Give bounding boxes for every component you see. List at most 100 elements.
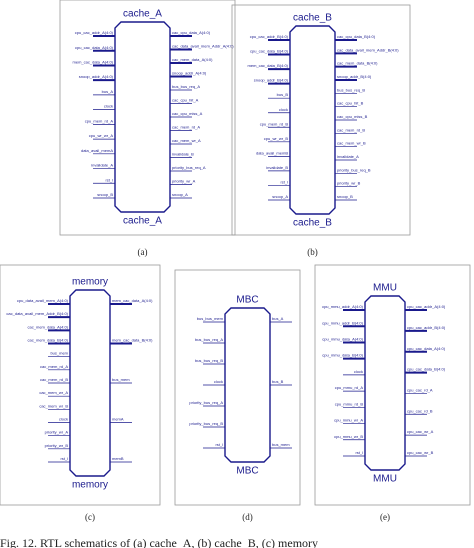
port-label: cpu_mmu_addr_A(4:0) <box>322 304 364 309</box>
port-label: cpu_mmu_rd_B <box>335 401 364 406</box>
port-label: cac_cpu_data_A(4:0) <box>172 30 211 35</box>
port-label: cpu_mem_rd_B <box>260 121 289 126</box>
port-label: cpu_cac_data_A(4:0) <box>75 45 114 50</box>
panel-caption: (d) <box>242 512 253 522</box>
port-label: cac_data_avail_mem_Addr_A(4:0) <box>172 44 234 49</box>
port-label: cac_mem_rd_B <box>337 127 365 132</box>
component-title-bottom: MBC <box>236 466 258 477</box>
port-label: clock <box>214 379 223 384</box>
port-label: data_avail_memB <box>256 150 288 155</box>
port-label: cac_mem_wr_B <box>39 403 68 408</box>
port-label: priority_wr_B <box>45 443 69 448</box>
port-label: cpu_cac_data_B(4:0) <box>250 49 289 54</box>
component-title: cache_B <box>293 13 332 24</box>
port-label: cac_cpu_hit_B <box>337 101 364 106</box>
port-label: bus_B <box>277 92 289 97</box>
port-label: memB <box>112 456 124 461</box>
port-label: rst_l <box>105 177 113 182</box>
port-label: snoop_addr_B(4:0) <box>254 78 289 83</box>
port-label: bus_bus_req_A <box>195 337 223 342</box>
component-title: memory <box>72 277 108 288</box>
port-label: priority_wr_A <box>172 179 196 184</box>
port-label: bus_mem <box>272 442 290 447</box>
port-label: cpu_cac_rd_B <box>407 408 433 413</box>
port-label: cpu_cac_wr_B <box>407 450 434 455</box>
port-label: cpu_cac_wr_A <box>407 429 434 434</box>
panel-caption: (a) <box>138 247 148 257</box>
port-label: cpu_cac_data_B(4:0) <box>407 367 446 372</box>
port-label: cpu_mmu_addr_B(4:0) <box>322 320 364 325</box>
port-label: snoop_B <box>97 192 113 197</box>
component-body <box>289 25 336 215</box>
port-label: rst_l <box>215 442 223 447</box>
port-label: cpu_mem_rd_A <box>85 118 114 123</box>
port-label: cpu_mmu_wr_A <box>334 418 363 423</box>
component-title-bottom: MMU <box>373 474 397 485</box>
panel-caption: (b) <box>307 247 318 257</box>
port-label: cac_cpu_miss_A <box>172 111 203 116</box>
port-label: clock <box>354 369 363 374</box>
port-label: bus_bus_req_B <box>337 87 365 92</box>
port-label: cac_mem_data_A(4:0) <box>172 57 213 62</box>
port-label: bus_bus_mem <box>197 316 224 321</box>
port-label: priority_wr_A <box>45 430 69 435</box>
port-label: priority_bus_req_B <box>189 421 223 426</box>
port-label: cpu_cac_rd_A <box>407 387 433 392</box>
port-label: bus_mem <box>112 377 130 382</box>
port-label: cpu_mmu_data_B(4:0) <box>322 353 363 358</box>
port-label: bus_mem <box>50 351 68 356</box>
port-label: cac_cpu_data_B(4:0) <box>337 34 376 39</box>
port-label: rst_l <box>355 450 363 455</box>
component-title: cache_A <box>123 9 162 20</box>
port-label: mem_cac_data_A(4:0) <box>73 60 114 65</box>
port-label: cpu_cac_addr_B(4:0) <box>407 325 446 330</box>
port-label: priority_bus_req_A <box>189 400 223 405</box>
port-label: cpu_data_avail_mem_A(4:0) <box>17 298 69 303</box>
panel-caption: (e) <box>380 512 390 522</box>
port-label: cpu_cac_addr_A(4:0) <box>407 304 446 309</box>
port-label: invalidate_B <box>172 152 194 157</box>
port-label: cac_mem_data_B(4:0) <box>28 338 69 343</box>
port-label: cpu_cac_addr_B(4:0) <box>250 34 289 39</box>
component-title: MMU <box>373 283 397 294</box>
panel-frame <box>59 0 236 236</box>
port-label: snoop_addr_A(4:0) <box>172 71 207 76</box>
port-label: snoop_B <box>337 194 353 199</box>
panel-frame <box>0 264 161 506</box>
port-label: cpu_wr_wr_B <box>264 136 289 141</box>
port-label: rst_l <box>280 180 288 185</box>
port-label: cpu_cac_addr_A(4:0) <box>75 30 114 35</box>
port-label: bus_bus_req_A <box>172 84 200 89</box>
port-label: clock <box>104 104 113 109</box>
port-label: data_avail_memA <box>81 148 113 153</box>
port-label: invalidate_A <box>91 163 113 168</box>
port-label: cac_mem_data_B(4:0) <box>337 61 378 66</box>
component-body <box>69 289 111 477</box>
port-label: bus_bus_req_B <box>195 358 223 363</box>
port-label: mem_cac_data_B(4:0) <box>112 338 153 343</box>
port-label: mem_cac_data_B(4:0) <box>248 63 289 68</box>
port-label: cac_cpu_miss_B <box>337 114 368 119</box>
port-label: cpu_cac_data_A(4:0) <box>407 346 446 351</box>
port-label: cac_mem_wr_B <box>337 141 366 146</box>
port-label: cpu_mmu_data_A(4:0) <box>322 337 363 342</box>
port-label: mem_cac_data_A(4:0) <box>112 298 153 303</box>
port-label: snoop_A <box>172 192 188 197</box>
port-label: cac_mem_rd_B <box>40 377 68 382</box>
port-label: memA <box>112 417 124 422</box>
port-label: bus_A <box>102 89 114 94</box>
port-label: cpu_wr_wr_A <box>89 133 114 138</box>
port-label: cac_data_avail_mem_Addr_B(4:0) <box>6 311 68 316</box>
port-label: cpu_mmu_wr_B <box>334 434 363 439</box>
port-label: invalidate_B <box>266 165 288 170</box>
panel-frame <box>174 269 301 506</box>
component-body <box>224 307 271 463</box>
figure-caption: Fig. 12. RTL schematics of (a) cache_A, … <box>0 536 318 548</box>
panel-frame <box>231 4 411 236</box>
panel-caption: (c) <box>85 512 95 522</box>
component-title-bottom: memory <box>72 480 108 491</box>
component-body <box>364 295 406 471</box>
port-label: cac_cpu_hit_A <box>172 98 199 103</box>
panel-frame <box>314 264 471 506</box>
